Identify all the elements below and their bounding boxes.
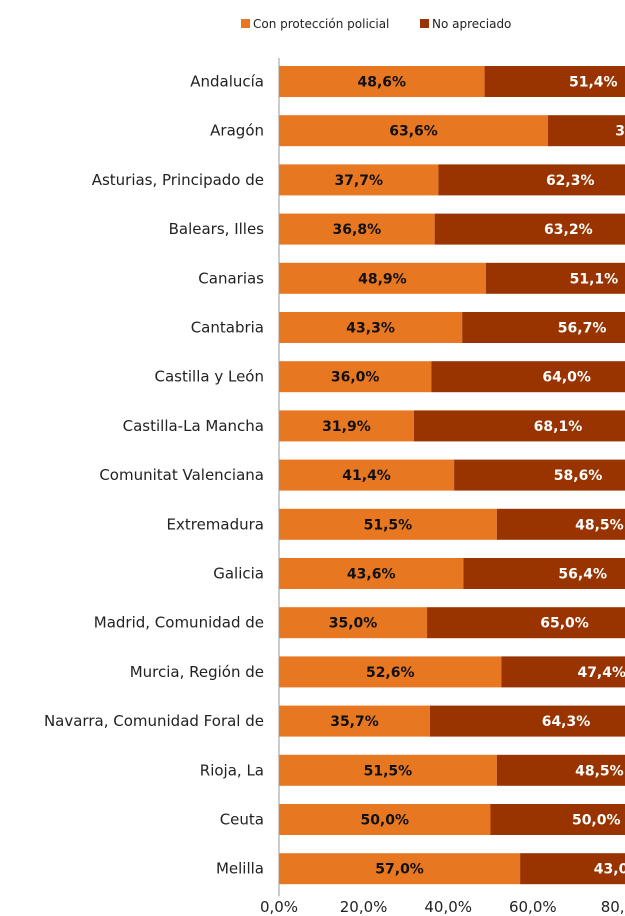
data-label: 31,9% (322, 419, 371, 435)
bar-segment-con-proteccion (279, 66, 485, 97)
data-label: 36,0% (331, 370, 380, 386)
category-label: Rioja, La (200, 761, 264, 779)
x-axis: 0,0% 20,0% 40,0% 60,0% 80,0 (260, 58, 625, 916)
data-label: 48,5% (575, 517, 624, 533)
x-tick-label: 0,0% (260, 898, 298, 916)
category-label: Extremadura (167, 515, 265, 533)
category-label: Ceuta (220, 811, 264, 829)
category-label: Castilla-La Mancha (123, 417, 264, 435)
plot-area: Andalucía 48,6% 51,4% Aragón 63,6% 36 Asturias… (44, 66, 625, 885)
data-label: 56,4% (558, 567, 607, 583)
bar-segment-con-proteccion (279, 754, 497, 786)
bar-segment-con-proteccion (279, 410, 414, 442)
bar-segment-no-apreciado (427, 607, 625, 639)
data-label: 35,0% (329, 616, 378, 632)
data-label: 50,0% (572, 813, 621, 829)
category-label: Asturias, Principado de (92, 171, 264, 189)
data-label: 57,0% (375, 862, 424, 878)
data-label: 48,5% (575, 763, 624, 779)
data-label: 51,5% (364, 763, 413, 779)
data-label: 43,0 (594, 862, 625, 878)
legend: Con protección policial No apreciado (241, 17, 511, 31)
category-label: Aragón (210, 122, 264, 140)
data-label: 50,0% (360, 813, 409, 829)
x-tick-label: 20,0% (340, 898, 388, 916)
category-label: Canarias (198, 269, 264, 287)
data-label: 52,6% (366, 665, 415, 681)
bar-segment-no-apreciado (520, 853, 625, 885)
bar-segment-no-apreciado (501, 656, 625, 688)
data-label: 64,3% (542, 714, 591, 730)
bar-segment-con-proteccion (279, 262, 486, 294)
bar-segment-con-proteccion (279, 853, 521, 885)
legend-swatch-con-proteccion (241, 19, 250, 28)
category-label: Cantabria (191, 319, 264, 337)
data-label: 56,7% (558, 321, 607, 337)
bar-segment-con-proteccion (279, 459, 455, 491)
data-label: 48,6% (357, 75, 406, 91)
data-label: 51,1% (570, 271, 619, 287)
category-label: Melilla (216, 860, 264, 878)
bar-segment-con-proteccion (279, 607, 428, 639)
data-label: 51,4% (569, 75, 618, 91)
bar-segment-no-apreciado (485, 262, 625, 294)
bar-segment-con-proteccion (279, 508, 497, 540)
bar-segment-no-apreciado (484, 66, 625, 97)
bar-segment-con-proteccion (279, 558, 464, 589)
legend-swatch-no-apreciado (420, 19, 429, 28)
bar-segment-no-apreciado (438, 164, 625, 196)
legend-label-no-apreciado: No apreciado (432, 17, 511, 31)
data-label: 62,3% (546, 173, 595, 189)
bar-segment-no-apreciado (413, 410, 625, 442)
bar-segment-con-proteccion (279, 361, 432, 393)
category-label: Madrid, Comunidad de (94, 614, 264, 632)
bar-segment-con-proteccion (279, 213, 435, 245)
bar-segment-no-apreciado (463, 558, 625, 589)
bar-segment-no-apreciado (496, 508, 625, 540)
data-label: 47,4% (577, 665, 625, 681)
x-tick-label: 60,0% (509, 898, 557, 916)
data-label: 63,2% (544, 222, 593, 238)
category-label: Castilla y León (155, 368, 264, 386)
data-label: 41,4% (342, 468, 391, 484)
data-label: 58,6% (554, 468, 603, 484)
bar-segment-no-apreciado (434, 213, 625, 245)
category-label: Andalucía (190, 73, 264, 91)
bar-segment-con-proteccion (279, 115, 549, 147)
data-label: 43,6% (347, 567, 396, 583)
bar-segment-con-proteccion (279, 312, 463, 343)
data-label: 36,8% (333, 222, 382, 238)
bar-segment-con-proteccion (279, 164, 439, 196)
x-tick-label: 40,0% (424, 898, 472, 916)
legend-label-con-proteccion: Con protección policial (253, 17, 389, 31)
bar-segment-no-apreciado (490, 804, 625, 835)
data-label: 48,9% (358, 271, 407, 287)
category-label: Navarra, Comunidad Foral de (44, 712, 264, 730)
bar-segment-no-apreciado (430, 705, 625, 737)
bar-segment-no-apreciado (548, 115, 625, 147)
bar-segment-no-apreciado (462, 312, 625, 343)
data-label: 68,1% (534, 419, 583, 435)
category-label: Galicia (213, 565, 264, 583)
bar-segment-no-apreciado (454, 459, 625, 491)
x-tick-label: 80,0 (601, 898, 625, 916)
data-label: 51,5% (364, 517, 413, 533)
data-label: 65,0% (540, 616, 589, 632)
bar-segment-no-apreciado (431, 361, 625, 393)
data-label: 63,6% (389, 124, 438, 140)
bar-segment-con-proteccion (279, 656, 502, 688)
data-label: 43,3% (346, 321, 395, 337)
bar-segment-no-apreciado (496, 754, 625, 786)
data-label: 64,0% (542, 370, 591, 386)
category-label: Comunitat Valenciana (99, 466, 264, 484)
data-label: 36 (615, 124, 625, 140)
data-label: 37,7% (334, 173, 383, 189)
bar-segment-con-proteccion (279, 705, 431, 737)
bar-segment-con-proteccion (279, 804, 491, 835)
data-label: 35,7% (330, 714, 379, 730)
category-label: Murcia, Región de (130, 663, 264, 681)
category-label: Balears, Illes (169, 220, 265, 238)
